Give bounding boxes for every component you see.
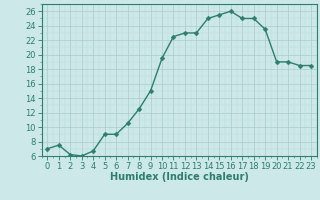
X-axis label: Humidex (Indice chaleur): Humidex (Indice chaleur) (110, 172, 249, 182)
